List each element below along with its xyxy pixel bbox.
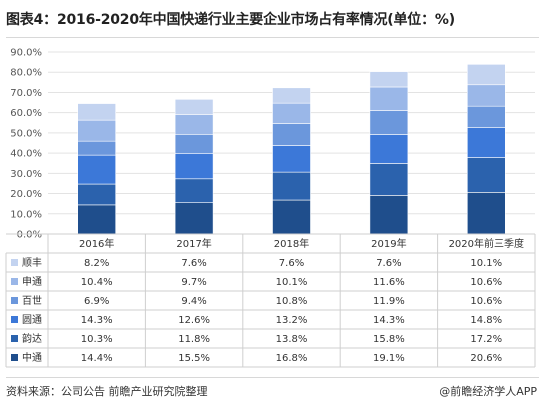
data-label: 12.6%	[178, 315, 210, 326]
x-category-label: 2020年前三季度	[449, 237, 524, 250]
y-tick-label: 80.0%	[10, 68, 42, 79]
bar-segment	[369, 163, 409, 196]
bar-segment	[174, 99, 214, 115]
y-tick-label: 30.0%	[10, 169, 42, 180]
footer-divider	[6, 377, 539, 378]
data-label: 10.6%	[470, 277, 502, 288]
bar-segment	[174, 153, 214, 180]
data-label: 19.1%	[373, 353, 405, 364]
data-label: 11.9%	[373, 296, 405, 307]
bar-segment	[369, 134, 409, 164]
bar-segment	[466, 157, 506, 193]
bar-segment	[272, 199, 311, 235]
legend-swatch	[11, 297, 18, 304]
legend-swatch	[11, 354, 18, 361]
title-divider	[6, 37, 539, 38]
data-label: 7.6%	[181, 258, 206, 269]
chart-title: 图表4：2016-2020年中国快递行业主要企业市场占有率情况(单位：%)	[6, 12, 455, 28]
data-label: 14.3%	[373, 315, 405, 326]
bar-segment	[174, 134, 214, 154]
legend-label: 圆通	[22, 314, 42, 326]
x-category-label: 2017年	[176, 237, 211, 250]
bar-segment	[77, 140, 116, 156]
data-label: 14.3%	[81, 315, 113, 326]
y-tick-label: 20.0%	[10, 189, 42, 200]
bar-segment	[369, 110, 409, 135]
data-label: 14.4%	[81, 353, 113, 364]
bar-segment	[77, 204, 116, 235]
credit-note: @前瞻经济学人APP	[439, 385, 537, 398]
bar-segment	[272, 87, 311, 104]
bar-segment	[272, 171, 311, 201]
bar-segment	[466, 127, 506, 158]
data-label: 10.1%	[276, 277, 308, 288]
y-tick-label: 40.0%	[10, 149, 42, 160]
legend-label: 申通	[22, 275, 42, 288]
x-category-label: 2019年	[371, 237, 406, 250]
data-label: 10.4%	[81, 277, 113, 288]
bar-segment	[466, 84, 506, 107]
data-label: 8.2%	[84, 258, 109, 269]
data-label: 17.2%	[470, 334, 502, 345]
data-label: 10.8%	[276, 296, 308, 307]
data-label: 10.6%	[470, 296, 502, 307]
x-category-label: 2018年	[274, 237, 309, 250]
bar-segment	[272, 123, 311, 146]
bar-segment	[77, 183, 116, 206]
bar-segment	[174, 202, 214, 235]
x-category-label: 2016年	[79, 237, 114, 250]
bar-segment	[272, 102, 311, 124]
source-note: 资料来源：公司公告 前瞻产业研究院整理	[6, 385, 208, 398]
data-label: 10.3%	[81, 334, 113, 345]
bar-segment	[174, 114, 214, 135]
bar-segment	[77, 103, 116, 121]
data-label: 14.8%	[470, 315, 502, 326]
bar-segment	[466, 192, 506, 235]
data-label: 20.6%	[470, 353, 502, 364]
data-label: 7.6%	[376, 258, 401, 269]
data-label: 15.5%	[178, 353, 210, 364]
data-label: 16.8%	[276, 353, 308, 364]
legend-label: 中通	[22, 351, 42, 364]
bar-segment	[174, 178, 214, 203]
bar-segment	[369, 71, 409, 88]
data-label: 11.6%	[373, 277, 405, 288]
y-tick-label: 60.0%	[10, 108, 42, 119]
bar-segment	[77, 119, 116, 142]
legend-swatch	[11, 259, 18, 266]
bar-segment	[466, 105, 506, 128]
data-label: 7.6%	[279, 258, 304, 269]
legend-swatch	[11, 316, 18, 323]
data-label: 6.9%	[84, 296, 109, 307]
data-label: 9.4%	[181, 296, 206, 307]
y-tick-label: 90.0%	[10, 48, 42, 59]
legend-swatch	[11, 335, 18, 342]
data-label: 15.8%	[373, 334, 405, 345]
bar-segment	[466, 64, 506, 86]
legend-label: 百世	[22, 295, 42, 307]
data-label: 11.8%	[178, 334, 210, 345]
data-label: 13.2%	[276, 315, 308, 326]
bar-segment	[369, 195, 409, 235]
bar-segment	[272, 145, 311, 173]
legend-label: 韵达	[22, 332, 42, 345]
data-label: 10.1%	[470, 258, 502, 269]
y-tick-label: 70.0%	[10, 88, 42, 99]
y-tick-label: 10.0%	[10, 209, 42, 220]
y-tick-label: 0.0%	[17, 230, 42, 241]
y-tick-label: 50.0%	[10, 128, 42, 139]
data-label: 9.7%	[181, 277, 206, 288]
bar-segment	[369, 86, 409, 111]
legend-label: 顺丰	[22, 256, 42, 269]
bar-segment	[77, 154, 116, 185]
data-label: 13.8%	[276, 334, 308, 345]
legend-swatch	[11, 278, 18, 285]
